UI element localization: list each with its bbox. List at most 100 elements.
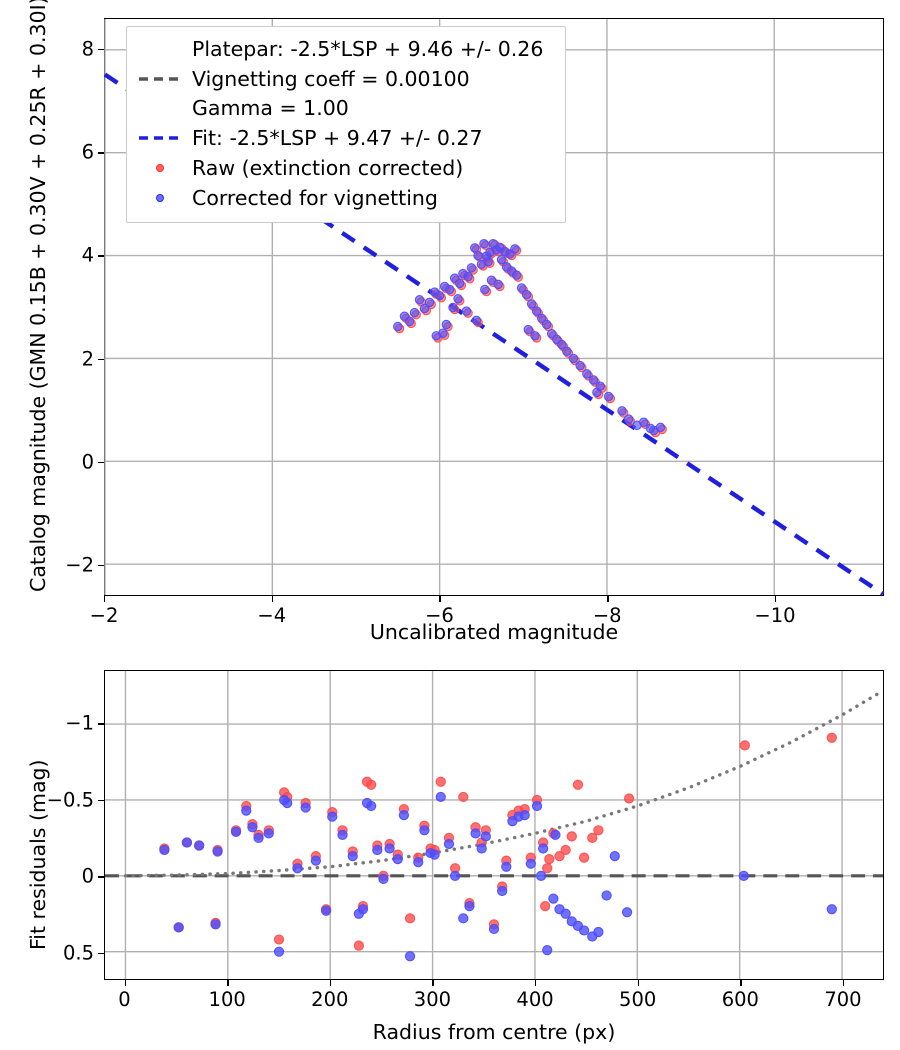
y-tick-label: 2: [81, 346, 94, 370]
data-point: [378, 873, 389, 884]
data-point: [542, 945, 553, 956]
data-point: [449, 870, 461, 881]
data-point: [560, 844, 571, 856]
data-point: [470, 243, 480, 253]
data-point: [738, 870, 749, 881]
x-tick-label: 300: [413, 988, 452, 1011]
data-point: [439, 281, 450, 292]
data-point: [550, 829, 561, 840]
x-tick-mark: [104, 596, 106, 602]
calibration-legend: Platepar: -2.5*LSP + 9.46 +/- 0.26 Vignet…: [126, 26, 566, 223]
x-tick-label: −4: [257, 604, 287, 627]
data-point: [458, 791, 469, 803]
data-point: [566, 831, 577, 842]
legend-entry: Gamma = 1.00: [137, 94, 553, 123]
legend-entry: Corrected for vignetting: [137, 183, 553, 213]
residuals-y-axis-title: Fit residuals (mag): [26, 759, 50, 950]
data-point: [327, 811, 338, 822]
data-point: [392, 854, 403, 865]
data-point: [523, 324, 534, 335]
data-point: [431, 331, 442, 341]
data-point: [448, 302, 458, 313]
residuals-plot-area: [104, 670, 884, 980]
x-tick-mark: [535, 980, 537, 986]
data-point: [609, 850, 620, 862]
data-point: [443, 838, 455, 850]
data-point: [300, 802, 311, 813]
data-point: [603, 391, 614, 402]
data-point: [435, 791, 446, 803]
data-point: [575, 360, 585, 371]
data-point: [282, 797, 293, 809]
y-tick-label: −2: [65, 553, 94, 577]
data-point: [536, 313, 547, 324]
x-tick-mark: [432, 980, 434, 986]
legend-entry-label: Gamma = 1.00: [192, 96, 349, 121]
data-point: [592, 387, 602, 398]
x-tick-label: −10: [754, 604, 796, 627]
x-tick-label: 700: [824, 988, 862, 1011]
data-point: [488, 923, 500, 935]
data-point: [826, 904, 837, 915]
data-point: [159, 844, 170, 856]
data-point: [263, 828, 274, 839]
x-tick-mark: [637, 980, 640, 986]
y-tick-label: 6: [81, 140, 94, 164]
photometric-calibration-panel: −2 0 2 4 6 8 −2 −4 −6 −8 −10 Uncalibrated magnitu…: [26, 0, 885, 644]
data-point: [194, 840, 205, 851]
x-tick-label: −8: [592, 604, 622, 627]
y-tick-mark: [98, 565, 104, 567]
y-tick-mark: [98, 799, 104, 802]
data-point: [404, 951, 416, 962]
data-point: [372, 844, 383, 856]
y-tick-mark: [98, 152, 104, 154]
legend-entry-label: Vignetting coeff = 0.00100: [192, 66, 470, 91]
data-point: [466, 263, 477, 273]
x-tick-label: 100: [208, 988, 246, 1011]
data-point: [588, 375, 599, 385]
data-point: [519, 810, 530, 821]
data-point: [493, 279, 503, 290]
data-point: [568, 353, 579, 364]
data-point: [525, 858, 536, 869]
data-point: [578, 852, 590, 863]
y-tick-label: −0.5: [46, 788, 94, 812]
data-point: [347, 850, 358, 862]
data-point: [623, 414, 634, 424]
data-point: [601, 890, 612, 901]
data-point: [404, 913, 416, 924]
x-tick-mark: [774, 596, 777, 602]
legend-entry-label: Raw (extinction corrected): [192, 155, 464, 180]
data-point: [557, 339, 567, 350]
legend-fit-line-swatch: [137, 126, 183, 150]
data-point: [429, 849, 440, 860]
data-point: [476, 843, 487, 854]
y-tick-mark: [98, 48, 104, 51]
data-point: [560, 908, 571, 919]
data-point: [479, 239, 489, 249]
data-point: [516, 283, 527, 293]
legend-entry-label: Corrected for vignetting: [192, 185, 438, 210]
data-point: [429, 287, 440, 297]
data-point: [212, 846, 223, 857]
data-point: [461, 306, 472, 316]
legend-entry-label: Platepar: -2.5*LSP + 9.46 +/- 0.26: [192, 37, 544, 62]
data-point: [501, 262, 512, 272]
data-point: [353, 940, 365, 951]
data-point: [530, 331, 540, 341]
data-point: [480, 831, 491, 842]
data-point: [414, 295, 425, 305]
x-tick-mark: [439, 596, 441, 602]
data-point: [292, 863, 303, 874]
data-point: [521, 289, 532, 300]
series-corrected: [159, 791, 837, 962]
y-tick-mark: [98, 358, 104, 360]
residuals-x-axis-title: Radius from centre (px): [372, 1020, 616, 1044]
data-point: [593, 825, 604, 836]
y-tick-label: 0: [81, 450, 94, 474]
legend-corrected-marker-swatch: [137, 186, 183, 210]
x-tick-label: 500: [619, 988, 657, 1011]
fit-residuals-panel: 0.5 0 −0.5 −1 0 100 200 300 400 500 600 700 Radius…: [0, 650, 900, 1050]
